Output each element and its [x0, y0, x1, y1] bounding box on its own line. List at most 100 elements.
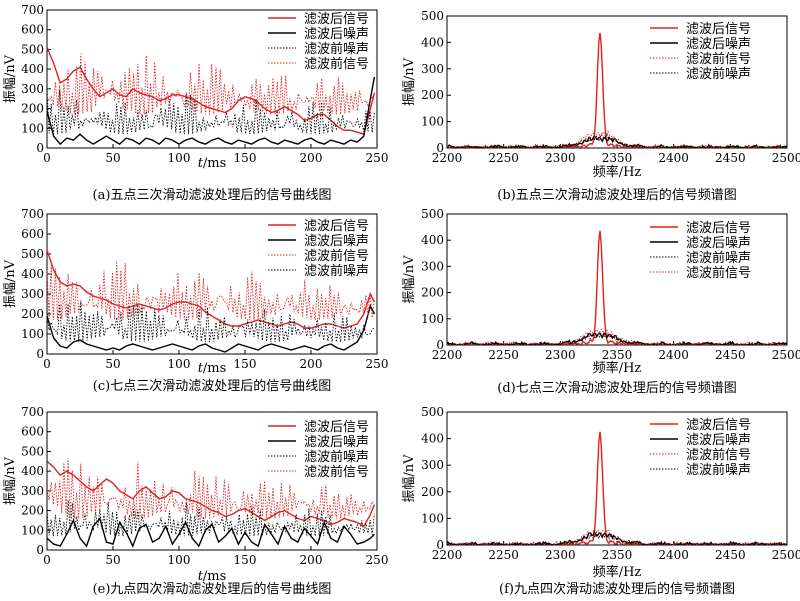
- plot-area: [447, 431, 787, 545]
- chart-b: 0 100 200 300 400 500 2200 2250 2300 2350 2400 2450…: [402, 9, 800, 180]
- legend-label: 滤波后噪声: [686, 236, 751, 251]
- x-tick-label: 50: [105, 357, 120, 371]
- y-tick-label: 600: [21, 425, 44, 439]
- x-tick-label: 2300: [545, 548, 576, 562]
- y-tick-label: 500: [421, 405, 444, 419]
- x-tick-label: 2200: [432, 151, 463, 165]
- series-line-3: [47, 87, 375, 135]
- y-tick-label: 400: [421, 35, 444, 49]
- x-tick-label: 2350: [602, 348, 633, 362]
- y-tick-label: 0: [36, 543, 44, 557]
- plot-frame: [46, 9, 378, 149]
- series-line-4: [447, 133, 787, 148]
- x-tick-label: 2400: [658, 348, 689, 362]
- plot-area: [47, 458, 376, 548]
- y-tick-label: 700: [21, 3, 44, 17]
- chart-f: 0 100 200 300 400 500 2200 2250 2300 2350 2400 2450…: [402, 405, 800, 580]
- y-tick-label: 700: [21, 405, 44, 419]
- y-tick-label: 200: [21, 307, 44, 321]
- caption-f: (f)九点四次滑动滤波处理后的信号频谱图: [499, 581, 735, 597]
- legend-label: 滤波后噪声: [686, 433, 751, 448]
- y-tick-label: 300: [421, 259, 444, 273]
- series-line-1: [47, 460, 376, 528]
- y-tick-label: 400: [21, 464, 44, 478]
- y-axis-label: 振幅/nV: [3, 54, 18, 103]
- y-tick-label: 0: [436, 538, 444, 552]
- y-tick-label: 200: [21, 102, 44, 116]
- x-axis-label-var: t: [198, 156, 204, 171]
- y-axis-label: 振幅/nV: [3, 456, 18, 505]
- legend-label: 滤波后信号: [304, 12, 369, 27]
- chart-e: 0 100 200 300 400 500 600 700 0 50 100 150 200 250 t/m…: [3, 405, 388, 584]
- x-tick-label: 2200: [432, 348, 463, 362]
- x-tick-label: 2500: [772, 348, 800, 362]
- y-tick-label: 500: [421, 207, 444, 221]
- x-axis-label: 频率/Hz: [593, 164, 642, 180]
- x-tick-label: 2450: [715, 548, 746, 562]
- x-tick-label: 150: [234, 553, 257, 567]
- legend-label: 滤波后噪声: [304, 27, 369, 42]
- x-tick-label: 2200: [432, 548, 463, 562]
- series-line-4: [447, 532, 787, 545]
- legend-label: 滤波前噪声: [304, 263, 369, 279]
- x-tick-label: 200: [300, 553, 323, 567]
- y-axis-label: 振幅/nV: [402, 454, 417, 503]
- caption-e: (e)九点四次滑动滤波处理后的信号曲线图: [93, 581, 332, 597]
- x-tick-label: 100: [168, 151, 191, 165]
- y-tick-label: 100: [421, 115, 444, 129]
- x-tick-label: 200: [300, 357, 323, 371]
- x-tick-label: 250: [366, 553, 389, 567]
- x-axis-label: 频率/Hz: [593, 564, 642, 580]
- x-tick-label: 0: [43, 553, 51, 567]
- x-tick-label: 2500: [772, 548, 800, 562]
- y-axis-label: 振幅/nV: [402, 57, 417, 106]
- x-axis-label: 频率/Hz: [593, 360, 642, 376]
- x-axis-label-unit: /ms: [203, 361, 226, 376]
- y-tick-label: 700: [21, 207, 44, 221]
- x-tick-label: 2400: [658, 548, 689, 562]
- y-tick-label: 400: [21, 267, 44, 281]
- y-tick-label: 200: [421, 88, 444, 102]
- y-tick-label: 0: [36, 141, 44, 155]
- y-tick-label: 100: [21, 523, 44, 537]
- legend-label: 滤波前信号: [686, 51, 751, 67]
- series-line-4: [447, 328, 787, 345]
- series-line-4: [47, 300, 375, 343]
- plot-area: [447, 230, 787, 345]
- legend-label: 滤波前信号: [686, 447, 751, 463]
- y-tick-label: 300: [421, 62, 444, 76]
- x-tick-label: 2450: [715, 348, 746, 362]
- y-tick-label: 100: [421, 312, 444, 326]
- y-tick-label: 100: [21, 121, 44, 135]
- caption-a: (a)五点三次滑动滤波处理后的信号曲线图: [93, 187, 332, 203]
- legend-label: 滤波前噪声: [304, 449, 369, 465]
- x-tick-label: 250: [366, 357, 389, 371]
- y-tick-label: 200: [21, 504, 44, 518]
- plot-frame: [46, 411, 378, 551]
- caption-b: (b)五点三次滑动滤波处理后的信号频谱图: [497, 187, 736, 203]
- y-tick-label: 500: [421, 9, 444, 23]
- y-tick-label: 100: [421, 511, 444, 525]
- legend-label: 滤波后信号: [686, 221, 751, 236]
- x-axis-label-unit: /ms: [203, 156, 226, 171]
- x-tick-label: 0: [43, 357, 51, 371]
- chart-a: 0 100 200 300 400 500 600 700 0 50 100 150 200 250 t/m…: [3, 3, 388, 171]
- x-tick-label: 150: [234, 151, 257, 165]
- series-line-3: [47, 261, 375, 321]
- plot-area: [447, 32, 787, 148]
- x-tick-label: 50: [105, 151, 120, 165]
- y-tick-label: 300: [21, 82, 44, 96]
- chart-c: 0 100 200 300 400 500 600 700 0 50 100 150 200 250 t/m…: [3, 207, 388, 376]
- x-axis-label-unit: /ms: [203, 569, 226, 584]
- series-line-1: [47, 249, 376, 329]
- legend-label: 滤波后信号: [686, 22, 751, 37]
- legend-label: 滤波前噪声: [304, 41, 369, 57]
- y-tick-label: 600: [21, 23, 44, 37]
- legend-label: 滤波前噪声: [686, 250, 751, 266]
- chart-d: 0 100 200 300 400 500 2200 2250 2300 2350 2400 2450…: [402, 207, 800, 376]
- y-tick-label: 100: [21, 327, 44, 341]
